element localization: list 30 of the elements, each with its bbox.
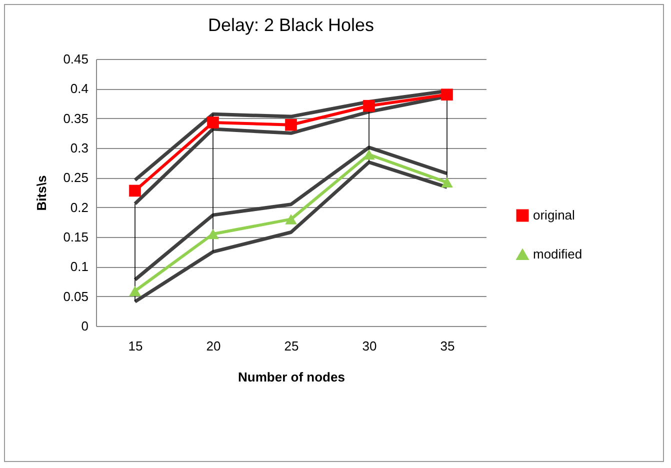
x-tick-label: 25	[284, 338, 299, 354]
y-tick-label: 0.05	[63, 288, 88, 304]
point	[207, 116, 219, 128]
point	[207, 228, 219, 240]
x-tick-label: 20	[206, 338, 221, 354]
y-tick-label: 0.3	[70, 140, 88, 156]
y-tick-label: 0.15	[63, 230, 88, 244]
y-tick-label: 0.1	[70, 259, 88, 274]
y-tick-label: 0.35	[63, 110, 88, 126]
x-axis-title: Number of nodes	[238, 370, 345, 384]
point	[441, 177, 453, 188]
point	[363, 100, 375, 112]
point	[285, 118, 297, 131]
y-axis-title: Bits\s	[34, 175, 50, 211]
y-tick-label: 0.25	[63, 170, 88, 186]
point	[441, 88, 453, 101]
x-tick-label: 30	[362, 338, 377, 354]
point	[363, 149, 375, 160]
legend-label: modified	[533, 246, 582, 262]
point	[285, 214, 297, 224]
chart-title: Delay: 2 Black Holes	[208, 15, 374, 35]
x-tick-label: 35	[440, 338, 455, 354]
y-tick-label: 0.2	[70, 200, 88, 215]
legend-label: original	[533, 208, 576, 222]
y-tick-label: 0	[81, 318, 88, 334]
y-tick-label: 0.4	[70, 81, 88, 96]
point	[129, 184, 141, 197]
x-tick-label: 15	[128, 338, 143, 354]
y-tick-label: 0.45	[63, 52, 88, 66]
point	[129, 286, 141, 296]
